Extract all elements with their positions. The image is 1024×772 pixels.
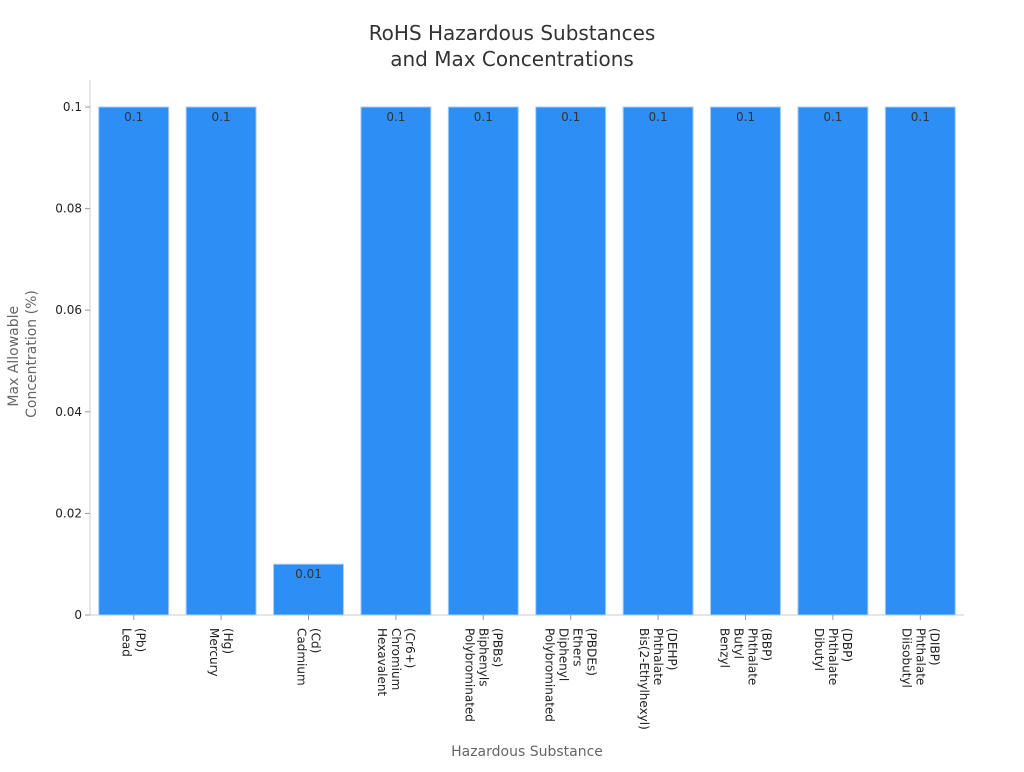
x-category-label-line: Phthalate	[651, 628, 665, 685]
x-category-label: PolybrominatedDiphenylEthers(PBDEs)	[543, 628, 599, 722]
data-labels-group: 0.1 0.1 0.01 0.1 0.1 0.1 0.1 0.1 0.1 0.1	[124, 110, 930, 581]
x-category-label-line: Bis(2-Ethylhexyl)	[637, 628, 651, 730]
x-category-label-line: Dibutyl	[812, 628, 826, 671]
chart-title-line-2: and Max Concentrations	[390, 47, 634, 71]
x-category-label-line: Chromium	[389, 628, 403, 690]
x-category-label: Cadmium(Cd)	[295, 628, 323, 686]
x-category-label-line: Butyl	[732, 628, 746, 659]
bar-data-label: 0.01	[295, 567, 322, 581]
y-tick-label: 0.06	[55, 303, 82, 317]
x-category-label-line: (Cr6+)	[403, 628, 417, 668]
x-category-label-line: Diphenyl	[557, 628, 571, 681]
x-category-label: DiisobutylPhthalate(DIBP)	[899, 628, 941, 688]
y-tick-label: 0.02	[55, 506, 82, 520]
svg-text:Cadmium(Cd): Cadmium(Cd)	[295, 628, 323, 686]
x-category-label: BenzylButylPhthalate(BBP)	[718, 628, 774, 685]
x-category-label-line: (PBDEs)	[585, 628, 599, 676]
x-category-label-line: (Hg)	[221, 628, 235, 654]
bars-group	[98, 106, 956, 616]
svg-text:PolybrominatedDiphenylEthers(P: PolybrominatedDiphenylEthers(PBDEs)	[543, 628, 599, 722]
x-category-label-line: (BBP)	[760, 628, 774, 661]
x-category-label: Bis(2-Ethylhexyl)Phthalate(DEHP)	[637, 628, 679, 730]
x-category-label-line: (DIBP)	[927, 628, 941, 666]
x-category-label-line: Biphenyls	[476, 628, 490, 686]
x-category-label-line: (Cd)	[309, 628, 323, 653]
bar	[273, 563, 344, 616]
x-category-label-line: Phthalate	[913, 628, 927, 685]
bar-data-label: 0.1	[561, 110, 580, 124]
x-category-label-line: Hexavalent	[375, 628, 389, 696]
bar	[710, 106, 781, 616]
bar	[447, 106, 519, 616]
svg-text:Lead(Pb): Lead(Pb)	[120, 628, 148, 657]
y-tick-label: 0.08	[55, 202, 82, 216]
category-labels-group: Lead(Pb) Mercury(Hg) Cadmium(Cd) Hexavalent…	[120, 615, 941, 730]
x-category-label-line: (DEHP)	[665, 628, 679, 670]
y-tick-label: 0.1	[63, 100, 82, 114]
x-category-label-line: (PBBs)	[490, 628, 504, 667]
bar-data-label: 0.1	[911, 110, 930, 124]
svg-text:PolybrominatedBiphenyls(PBBs): PolybrominatedBiphenyls(PBBs)	[462, 628, 504, 722]
svg-text:DibutylPhthalate(DBP): DibutylPhthalate(DBP)	[812, 628, 854, 685]
x-category-label: Mercury(Hg)	[207, 628, 235, 677]
bar	[535, 106, 607, 616]
x-category-label: Lead(Pb)	[120, 628, 148, 657]
bar-data-label: 0.1	[124, 110, 143, 124]
y-axis-ticks: 0 0.02 0.04 0.06 0.08 0.1	[55, 100, 90, 622]
x-category-label-line: Phthalate	[746, 628, 760, 685]
bar	[797, 106, 869, 616]
svg-text:DiisobutylPhthalate(DIBP): DiisobutylPhthalate(DIBP)	[899, 628, 941, 688]
y-tick-label: 0	[74, 608, 82, 622]
bar	[360, 106, 432, 616]
x-category-label-line: Polybrominated	[543, 628, 557, 722]
bar	[98, 106, 170, 616]
bar	[185, 106, 257, 616]
bar-data-label: 0.1	[474, 110, 493, 124]
x-category-label-line: Benzyl	[718, 628, 732, 668]
y-tick-label: 0.04	[55, 405, 82, 419]
x-category-label-line: (Pb)	[134, 628, 148, 652]
x-category-label: DibutylPhthalate(DBP)	[812, 628, 854, 685]
svg-text:BenzylButylPhthalate(BBP): BenzylButylPhthalate(BBP)	[718, 628, 774, 685]
chart-title-line-1: RoHS Hazardous Substances	[369, 21, 656, 45]
bar-data-label: 0.1	[386, 110, 405, 124]
bar-data-label: 0.1	[212, 110, 231, 124]
x-axis-title: Hazardous Substance	[451, 744, 603, 760]
svg-text:Mercury(Hg): Mercury(Hg)	[207, 628, 235, 677]
x-category-label-line: Ethers	[571, 628, 585, 666]
bar-data-label: 0.1	[823, 110, 842, 124]
x-category-label-line: Cadmium	[295, 628, 309, 686]
x-category-label-line: Polybrominated	[462, 628, 476, 722]
x-category-label-line: Lead	[120, 628, 134, 657]
x-category-label: HexavalentChromium(Cr6+)	[375, 628, 417, 696]
bar-data-label: 0.1	[736, 110, 755, 124]
bar-data-label: 0.1	[649, 110, 668, 124]
x-category-label-line: Phthalate	[826, 628, 840, 685]
x-category-label-line: Diisobutyl	[899, 628, 913, 688]
x-category-label-line: (DBP)	[840, 628, 854, 662]
bar	[622, 106, 694, 616]
bar	[884, 106, 956, 616]
x-category-label: PolybrominatedBiphenyls(PBBs)	[462, 628, 504, 722]
x-category-label-line: Mercury	[207, 628, 221, 677]
y-axis-title: Max Allowable Concentration (%)	[6, 290, 40, 418]
svg-text:HexavalentChromium(Cr6+): HexavalentChromium(Cr6+)	[375, 628, 417, 696]
svg-text:Bis(2-Ethylhexyl)Phthalate(DEH: Bis(2-Ethylhexyl)Phthalate(DEHP)	[637, 628, 679, 730]
